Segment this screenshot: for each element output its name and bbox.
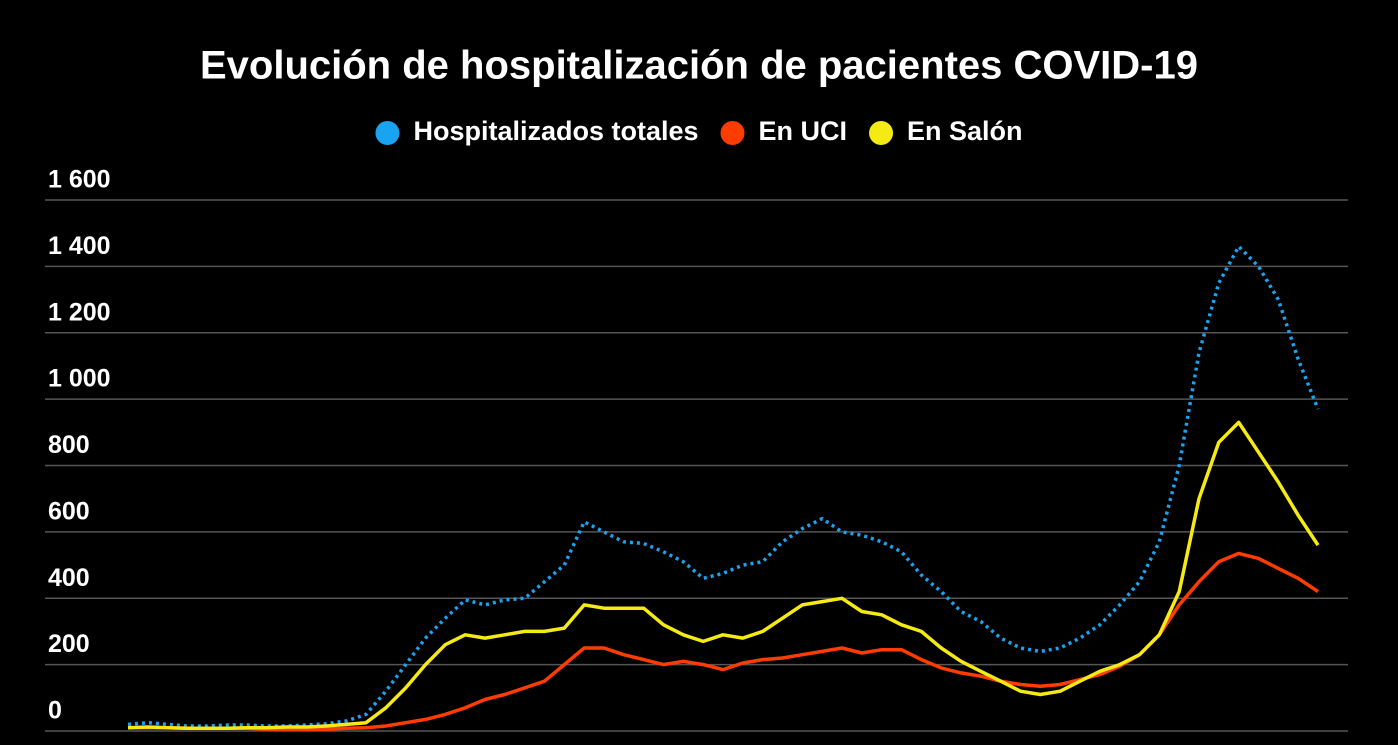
chart-title: Evolución de hospitalización de paciente… bbox=[200, 44, 1198, 88]
y-tick-label: 200 bbox=[48, 630, 90, 658]
legend-label: Hospitalizados totales bbox=[413, 116, 698, 146]
legend-marker bbox=[375, 121, 400, 145]
y-tick-label: 400 bbox=[48, 564, 90, 592]
legend-marker bbox=[720, 121, 745, 145]
y-tick-label: 800 bbox=[48, 431, 90, 459]
legend-label: En Salón bbox=[907, 116, 1023, 146]
y-tick-label: 1 200 bbox=[48, 298, 111, 326]
legend-marker bbox=[869, 121, 894, 145]
y-tick-label: 600 bbox=[48, 497, 90, 525]
y-tick-label: 1 000 bbox=[48, 365, 111, 393]
series-line bbox=[128, 551, 1319, 732]
y-tick-label: 1 600 bbox=[48, 166, 111, 194]
y-tick-label: 1 400 bbox=[48, 232, 111, 260]
series-line bbox=[127, 420, 1320, 731]
legend-label: En UCI bbox=[759, 116, 848, 146]
series-line bbox=[127, 244, 1320, 728]
y-tick-label: 0 bbox=[48, 697, 62, 725]
